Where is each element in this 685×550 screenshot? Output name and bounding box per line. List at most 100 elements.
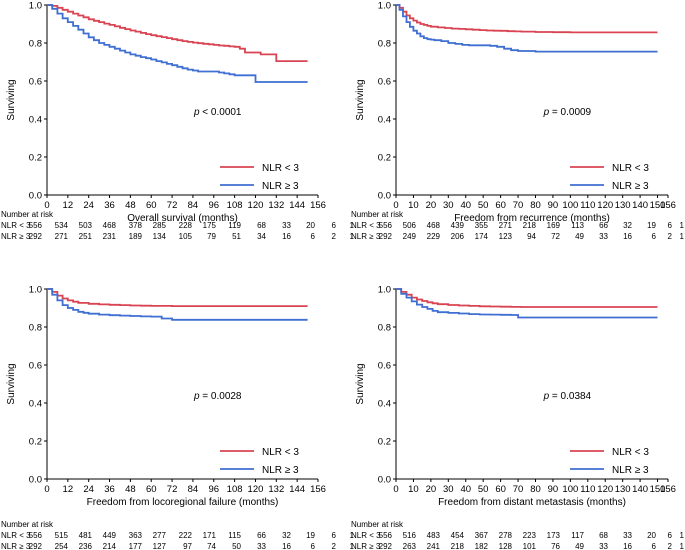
series-line-nlr-below-3 <box>396 288 658 308</box>
x-tick-label: 80 <box>530 484 541 495</box>
risk-count: 174 <box>475 232 489 241</box>
y-tick-label: 0.4 <box>29 115 42 126</box>
y-tick-label: 0.4 <box>378 115 391 126</box>
x-tick-label: 20 <box>426 200 437 211</box>
risk-count: 32 <box>623 221 632 230</box>
x-tick-label: 60 <box>146 484 157 495</box>
risk-count: 51 <box>232 232 241 241</box>
series-line-nlr-3-or-above <box>47 4 308 83</box>
risk-count: 173 <box>547 531 561 540</box>
x-tick-label: 48 <box>125 484 136 495</box>
risk-count: 439 <box>451 221 465 230</box>
y-tick-label: 0.4 <box>378 399 391 410</box>
risk-count: 68 <box>257 221 266 230</box>
series-line-nlr-below-3 <box>47 4 308 62</box>
risk-count: 481 <box>79 531 93 540</box>
y-tick-label: 1.0 <box>29 1 42 12</box>
x-tick-label: 90 <box>548 200 559 211</box>
x-axis-label: Freedom from recurrence (months) <box>454 213 610 224</box>
x-tick-label: 156 <box>660 200 676 211</box>
risk-count: 6 <box>668 221 673 230</box>
series-line-nlr-3-or-above <box>47 288 308 321</box>
risk-count: 74 <box>207 542 216 550</box>
risk-count: 236 <box>79 542 93 550</box>
km-panel-2: 0.0 0.2 0.4 0.6 0.8 1.0 0 10 20 30 40 50 60 70 80 90 100… <box>351 1 685 242</box>
y-tick-label: 1.0 <box>378 1 391 12</box>
x-tick-label: 120 <box>597 484 613 495</box>
risk-count: 33 <box>623 531 632 540</box>
series-line-nlr-below-3 <box>47 288 308 307</box>
risk-count: 378 <box>129 221 143 230</box>
y-tick-label: 0.8 <box>29 323 42 334</box>
p-value-annotation: p = 0.0028 <box>193 391 242 402</box>
x-tick-label: 60 <box>146 200 157 211</box>
x-tick-label: 96 <box>208 200 219 211</box>
p-value-annotation: p < 0.0001 <box>193 107 242 118</box>
km-panel-3: 0.00.20.40.60.81.00 12 24 36 48 60 72 84 96 108 12… <box>1 285 355 550</box>
risk-count: 72 <box>551 232 560 241</box>
x-tick-label: 72 <box>167 200 178 211</box>
x-tick-label: 12 <box>63 200 74 211</box>
x-tick-label: 48 <box>125 200 136 211</box>
x-tick-label: 70 <box>513 484 524 495</box>
risk-count: 516 <box>403 531 417 540</box>
km-panel-1: 0.00.20.40.60.81.00 12 24 36 48 60 72 84 96 108 12… <box>1 1 355 242</box>
x-tick-label: 140 <box>632 200 648 211</box>
y-axis-label: Surviving <box>6 79 17 120</box>
x-tick-label: 144 <box>289 200 305 211</box>
risk-count: 231 <box>103 232 117 241</box>
p-value-annotation: p = 0.0384 <box>543 391 592 402</box>
p-value-text: = 0.0028 <box>200 391 242 402</box>
risk-count: 76 <box>551 542 560 550</box>
risk-count: 218 <box>451 542 465 550</box>
risk-count: 119 <box>228 221 241 230</box>
x-tick-label: 132 <box>268 484 284 495</box>
risk-count: 189 <box>129 232 143 241</box>
risk-count: 454 <box>451 531 465 540</box>
y-tick-label: 0.6 <box>378 77 391 88</box>
risk-count: 177 <box>129 542 143 550</box>
x-tick-label: 108 <box>227 484 243 495</box>
risk-count: 33 <box>599 542 608 550</box>
x-tick-label: 84 <box>188 484 199 495</box>
risk-count: 6 <box>652 232 657 241</box>
risk-count: 222 <box>179 531 193 540</box>
risk-count: 449 <box>103 531 117 540</box>
risk-count: 123 <box>499 232 513 241</box>
x-tick-label: 132 <box>268 200 284 211</box>
risk-count: 2 <box>668 232 673 241</box>
risk-row-label: NLR ≥ 3 <box>351 232 381 241</box>
risk-count: 2 <box>668 542 673 550</box>
risk-count: 115 <box>228 531 241 540</box>
x-tick-label: 120 <box>597 200 613 211</box>
x-tick-label: 110 <box>580 484 595 495</box>
y-tick-label: 0.0 <box>378 191 391 202</box>
risk-count: 94 <box>527 232 536 241</box>
x-tick-label: 156 <box>310 484 326 495</box>
y-tick-label: 0.6 <box>378 361 391 372</box>
x-tick-label: 156 <box>660 484 676 495</box>
risk-count: 367 <box>475 531 489 540</box>
risk-count: 251 <box>79 232 93 241</box>
y-tick-label: 0.2 <box>29 153 42 164</box>
risk-count: 1 <box>350 531 355 540</box>
risk-count: 254 <box>55 542 69 550</box>
risk-count: 483 <box>427 531 441 540</box>
risk-count: 19 <box>306 531 315 540</box>
x-tick-label: 156 <box>310 200 326 211</box>
x-tick-label: 130 <box>615 200 631 211</box>
risk-count: 127 <box>153 542 167 550</box>
p-value-text: < 0.0001 <box>200 107 242 118</box>
y-tick-label: 0.8 <box>378 323 391 334</box>
x-tick-label: 144 <box>289 484 305 495</box>
p-value-symbol: p <box>193 107 200 118</box>
risk-table-header: Number at risk <box>351 210 404 219</box>
risk-count: 117 <box>571 531 584 540</box>
y-tick-label: 0.0 <box>29 475 42 486</box>
x-tick-label: 50 <box>478 484 489 495</box>
risk-count: 1 <box>350 221 355 230</box>
risk-count: 2 <box>332 542 337 550</box>
risk-count: 468 <box>427 221 441 230</box>
x-tick-label: 60 <box>495 484 506 495</box>
